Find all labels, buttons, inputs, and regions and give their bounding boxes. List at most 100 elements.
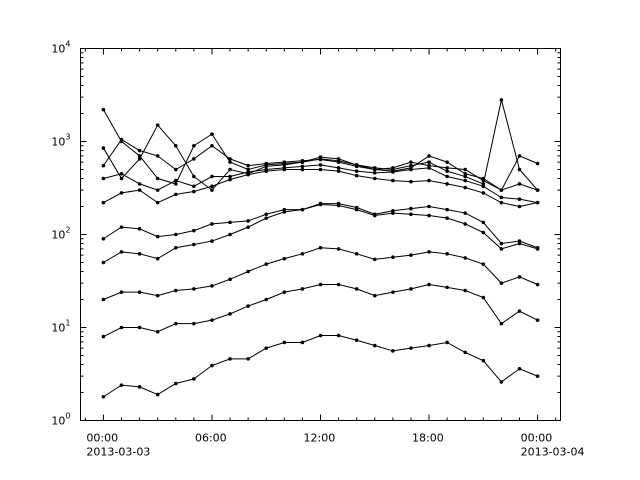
- data-point: [119, 171, 124, 176]
- data-point: [336, 157, 341, 161]
- data-point: [517, 197, 522, 201]
- data-point: [318, 282, 323, 287]
- data-point: [409, 179, 413, 184]
- data-point: [445, 174, 449, 179]
- data-point: [391, 349, 395, 353]
- data-point: [318, 245, 323, 250]
- data-point: [463, 350, 468, 355]
- data-point: [372, 176, 377, 181]
- data-point: [210, 318, 214, 322]
- data-point: [192, 242, 196, 247]
- data-point: [354, 287, 359, 291]
- data-point: [119, 137, 124, 142]
- data-point: [155, 123, 160, 127]
- data-point: [101, 163, 106, 168]
- data-point: [427, 178, 431, 183]
- data-point: [137, 325, 142, 330]
- data-point: [391, 178, 395, 183]
- series-5: [101, 201, 540, 250]
- data-point: [282, 340, 287, 345]
- y-tick-label: 102: [51, 226, 70, 242]
- x-tick-label: 12:00: [304, 432, 336, 445]
- data-point: [155, 154, 160, 158]
- data-point: [228, 232, 232, 237]
- data-point: [210, 284, 214, 288]
- data-point: [481, 358, 486, 363]
- data-point: [173, 182, 178, 186]
- x-tick-label: 06:00: [195, 432, 227, 445]
- data-point: [155, 329, 160, 334]
- data-point: [228, 160, 232, 164]
- data-point: [192, 189, 196, 194]
- data-point: [409, 253, 413, 257]
- data-point: [282, 160, 287, 164]
- data-point: [481, 295, 486, 300]
- data-point: [445, 340, 449, 345]
- data-point: [246, 357, 250, 361]
- series-line: [103, 204, 538, 263]
- data-point: [300, 287, 305, 291]
- data-point: [354, 252, 359, 256]
- data-point: [354, 205, 359, 210]
- data-point: [210, 132, 214, 136]
- data-point: [499, 380, 504, 384]
- data-point: [101, 146, 106, 150]
- x-tick-label: 18:00: [412, 432, 444, 445]
- data-point: [427, 250, 431, 254]
- data-point: [409, 206, 413, 211]
- data-point: [372, 257, 377, 262]
- data-point: [517, 154, 522, 158]
- data-point: [535, 318, 540, 322]
- data-point: [499, 241, 504, 246]
- data-point: [137, 148, 142, 153]
- data-point: [318, 201, 323, 206]
- data-point: [210, 174, 214, 179]
- data-point: [499, 281, 504, 285]
- x-tick-date-label: 2013-03-03: [86, 446, 150, 459]
- data-point: [535, 374, 540, 378]
- data-point: [463, 256, 468, 260]
- data-point: [282, 207, 287, 212]
- data-point: [228, 277, 232, 282]
- data-point: [246, 219, 250, 223]
- data-point: [155, 392, 160, 397]
- y-tick-label: 104: [51, 40, 70, 56]
- data-point: [336, 160, 341, 164]
- data-point: [336, 201, 341, 206]
- data-point: [427, 154, 431, 158]
- data-point: [535, 161, 540, 166]
- data-point: [192, 228, 196, 233]
- data-point: [192, 377, 196, 381]
- data-point: [137, 385, 142, 389]
- data-point: [300, 167, 305, 172]
- series-line: [102, 99, 538, 191]
- series-line: [103, 203, 538, 249]
- data-point: [173, 192, 178, 197]
- data-point: [300, 159, 305, 163]
- data-point: [354, 164, 359, 169]
- data-point: [336, 282, 341, 287]
- data-point: [481, 220, 486, 225]
- data-point: [282, 166, 287, 170]
- series-line: [103, 335, 538, 398]
- data-point: [101, 107, 106, 112]
- data-point: [391, 255, 395, 260]
- data-point: [155, 293, 160, 298]
- data-point: [210, 143, 214, 148]
- data-point: [155, 200, 160, 205]
- data-point: [210, 188, 214, 192]
- series-line: [103, 247, 538, 300]
- data-point: [264, 161, 269, 166]
- data-point: [427, 282, 431, 287]
- data-point: [409, 163, 413, 168]
- data-point: [137, 227, 142, 231]
- data-point: [119, 250, 124, 254]
- data-point: [264, 262, 269, 266]
- data-point: [517, 239, 522, 243]
- data-point: [535, 188, 540, 192]
- data-point: [318, 167, 323, 172]
- data-point: [119, 325, 124, 330]
- data-point: [499, 195, 504, 200]
- data-point: [173, 381, 178, 386]
